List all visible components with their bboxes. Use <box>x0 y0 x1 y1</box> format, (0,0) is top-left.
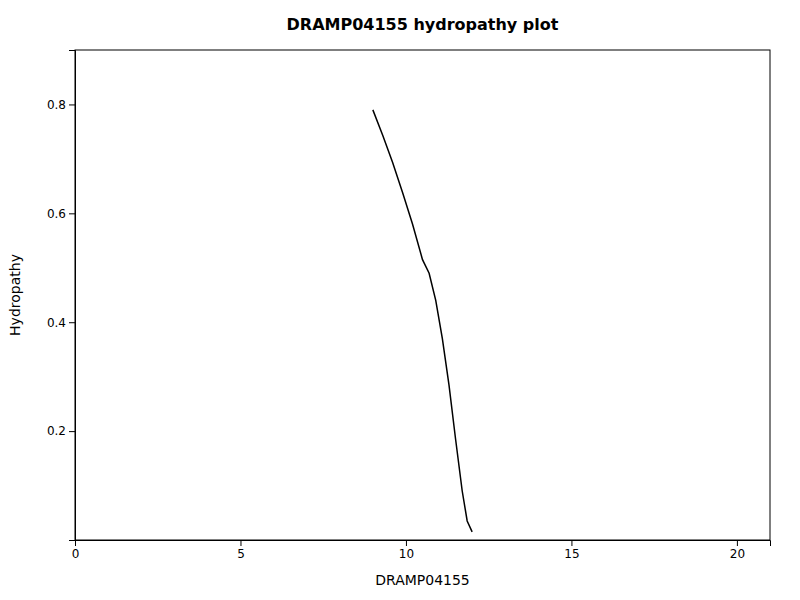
y-tick-label: 0.4 <box>47 316 66 330</box>
x-tick-mark <box>240 540 241 546</box>
chart: 0 5 10 15 20 0.2 0.4 0.6 0.8 DRAMP04155 hydropath… <box>0 0 800 600</box>
y-tick-mark <box>69 322 75 323</box>
y-tick-mark <box>69 104 75 105</box>
plot-area: 0 5 10 15 20 0.2 0.4 0.6 0.8 <box>47 50 771 561</box>
series-group <box>373 110 472 532</box>
chart-container: 0 5 10 15 20 0.2 0.4 0.6 0.8 DRAMP04155 hydropath… <box>0 0 800 600</box>
title: DRAMP04155 hydropathy plot <box>287 15 559 34</box>
x-tick: 15 <box>564 540 579 561</box>
line <box>373 110 472 532</box>
y-tick-label: 0.6 <box>47 207 66 221</box>
y-tick: 0.6 <box>47 207 75 221</box>
y-tick-label: 0.8 <box>47 98 66 112</box>
y-axis-title: Hydropathy <box>7 254 23 336</box>
y-tick: 0.8 <box>47 98 75 112</box>
x-tick-label: 10 <box>399 547 414 561</box>
x-tick-label: 5 <box>237 547 245 561</box>
y-tick-mark <box>69 213 75 214</box>
x-tick-label: 20 <box>730 547 745 561</box>
x-axis-line <box>76 541 771 547</box>
y-tick-mark <box>69 431 75 432</box>
x-tick: 20 <box>730 540 745 561</box>
x-tick: 10 <box>399 540 414 561</box>
y-tick-label: 0.2 <box>47 424 66 438</box>
x-tick-mark <box>571 540 572 546</box>
x-tick-label: 0 <box>72 547 80 561</box>
x-tick: 5 <box>237 540 245 561</box>
x-tick-mark <box>406 540 407 546</box>
x-tick: 0 <box>72 540 80 561</box>
y-tick: 0.4 <box>47 316 75 330</box>
y-axis: 0.2 0.4 0.6 0.8 <box>47 51 76 541</box>
plot-frame <box>75 50 770 540</box>
x-axis-title: DRAMP04155 <box>375 572 470 588</box>
x-tick-mark <box>737 540 738 546</box>
y-tick: 0.2 <box>47 424 75 438</box>
x-tick-label: 15 <box>564 547 579 561</box>
x-axis: 0 5 10 15 20 <box>72 540 771 561</box>
